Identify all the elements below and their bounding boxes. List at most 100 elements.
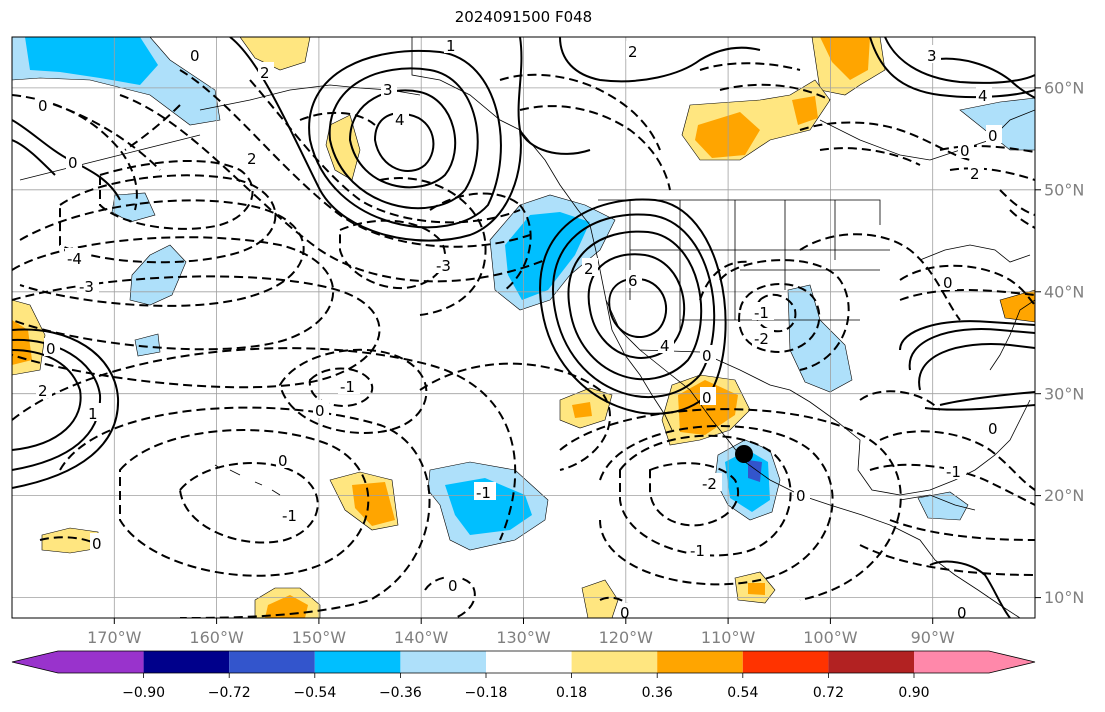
contour-label: 0 bbox=[448, 577, 458, 595]
contour-label: 0 bbox=[315, 402, 325, 420]
negative-anomaly-region bbox=[445, 478, 532, 535]
lon-label: 120°W bbox=[599, 628, 654, 647]
coastline-gulf-of-mexico bbox=[789, 389, 1031, 496]
hawaii-islands bbox=[214, 464, 281, 496]
colorbar-extend-high bbox=[989, 651, 1035, 673]
map-area: 1 3 4 6 2 4 0 0 2 0 0 -1 -2 -1 0 4 -3 -4… bbox=[12, 37, 1035, 622]
coastline-east bbox=[989, 299, 1035, 371]
contour-label: 1 bbox=[446, 37, 456, 55]
positive-anomaly-region bbox=[352, 482, 395, 526]
colorbar-tick-label: −0.18 bbox=[465, 685, 508, 701]
negative-anomaly-region bbox=[959, 97, 1035, 151]
border-us-canada bbox=[598, 199, 881, 225]
coastline-aleutians bbox=[19, 134, 201, 181]
lat-label: 20°N bbox=[1044, 486, 1084, 505]
positive-contours bbox=[12, 37, 1035, 618]
colorbar-segment bbox=[914, 651, 989, 673]
positive-anomaly-region bbox=[12, 320, 32, 365]
contour-label: 2 bbox=[260, 64, 270, 82]
contour-label: 0 bbox=[943, 274, 953, 292]
contour-label: -1 bbox=[754, 304, 769, 322]
contour-label: 0 bbox=[702, 347, 712, 365]
contour-label: 4 bbox=[395, 111, 405, 129]
contour-label: -3 bbox=[79, 278, 94, 296]
contour-label: 0 bbox=[702, 389, 712, 407]
contour-label: 3 bbox=[927, 47, 937, 65]
border-us-mexico bbox=[639, 349, 791, 391]
contour-lines bbox=[12, 37, 1035, 618]
lat-label: 40°N bbox=[1044, 282, 1084, 301]
contour-label: -1 bbox=[690, 542, 705, 560]
graticule bbox=[12, 37, 1035, 618]
colorbar-tick-label: −0.90 bbox=[122, 685, 165, 701]
positive-anomaly-region bbox=[792, 96, 818, 125]
colorbar-tick-label: −0.72 bbox=[208, 685, 251, 701]
colorbar-segment bbox=[828, 651, 914, 673]
positive-anomaly-region bbox=[999, 289, 1035, 323]
lat-label: 30°N bbox=[1044, 384, 1084, 403]
negative-anomaly-region bbox=[111, 192, 156, 223]
negative-contours bbox=[12, 62, 1035, 618]
contour-label: 1 bbox=[88, 405, 98, 423]
axis-ticks bbox=[113, 87, 1041, 624]
contour-label: 2 bbox=[38, 382, 48, 400]
lat-label: 10°N bbox=[1044, 588, 1084, 607]
colorbar-segment bbox=[400, 651, 486, 673]
contour-label: 0 bbox=[988, 127, 998, 145]
lon-label: 150°W bbox=[292, 628, 347, 647]
contour-label: -4 bbox=[67, 250, 82, 268]
contour-label: 0 bbox=[957, 604, 967, 622]
negative-anomaly-region bbox=[505, 212, 590, 300]
coastline-cuba bbox=[899, 494, 976, 511]
lon-label: 140°W bbox=[394, 628, 449, 647]
coastline-great-lakes bbox=[919, 244, 1031, 263]
lon-label: 100°W bbox=[803, 628, 858, 647]
contour-label: 2 bbox=[628, 43, 638, 61]
lon-label: 90°W bbox=[911, 628, 955, 647]
contour-label: -3 bbox=[436, 257, 451, 275]
contour-label: -2 bbox=[754, 330, 769, 348]
contour-label: 0 bbox=[46, 340, 56, 358]
contour-label: 2 bbox=[247, 150, 257, 168]
colorbar-tick-label: 0.36 bbox=[642, 685, 673, 701]
positive-anomaly-region bbox=[572, 402, 592, 418]
contour-labels: 1 3 4 6 2 4 0 0 2 0 0 -1 -2 -1 0 4 -3 -4… bbox=[36, 37, 1002, 622]
positive-anomaly-region bbox=[820, 37, 870, 80]
contour-label: 4 bbox=[660, 337, 670, 355]
contour-label: -1 bbox=[340, 378, 355, 396]
lon-label: 130°W bbox=[496, 628, 551, 647]
contour-label: 0 bbox=[620, 604, 630, 622]
colorbar-tick-label: 0.90 bbox=[898, 685, 929, 701]
negative-anomaly-region bbox=[129, 244, 187, 306]
latitude-labels: 60°N 50°N 40°N 30°N 20°N 10°N bbox=[1044, 79, 1084, 608]
contour-label: 3 bbox=[383, 81, 393, 99]
location-marker-dot bbox=[735, 445, 753, 463]
colorbar-segment bbox=[314, 651, 401, 673]
lon-label: 110°W bbox=[701, 628, 756, 647]
map-title: 2024091500 F048 bbox=[454, 8, 593, 26]
colorbar-segment bbox=[486, 651, 572, 673]
contour-label: 2 bbox=[584, 260, 594, 278]
colorbar-tick-label: 0.18 bbox=[556, 685, 587, 701]
coastline-hudson-bay bbox=[819, 109, 1035, 161]
colorbar-segment bbox=[742, 651, 829, 673]
colorbar-tick-label: −0.54 bbox=[293, 685, 336, 701]
positive-anomaly-region bbox=[748, 583, 765, 595]
contour-label: 0 bbox=[68, 154, 78, 172]
contour-label: 0 bbox=[190, 47, 200, 65]
coastline-north-america bbox=[411, 37, 1021, 618]
colorbar-tick-label: 0.54 bbox=[727, 685, 758, 701]
lat-label: 60°N bbox=[1044, 79, 1084, 98]
colorbar-tick-label: 0.72 bbox=[813, 685, 844, 701]
contour-label: 0 bbox=[988, 420, 998, 438]
contour-label: 0 bbox=[960, 142, 970, 160]
coastline-baja-california bbox=[605, 299, 673, 431]
lon-label: 170°W bbox=[87, 628, 142, 647]
contour-label: 4 bbox=[978, 87, 988, 105]
negative-anomaly-region bbox=[25, 37, 158, 85]
colorbar-segment bbox=[571, 651, 658, 673]
contour-label: -2 bbox=[702, 475, 717, 493]
longitude-labels: 170°W 160°W 150°W 140°W 130°W 120°W 110°… bbox=[87, 628, 955, 647]
contour-label: -1 bbox=[946, 463, 961, 481]
